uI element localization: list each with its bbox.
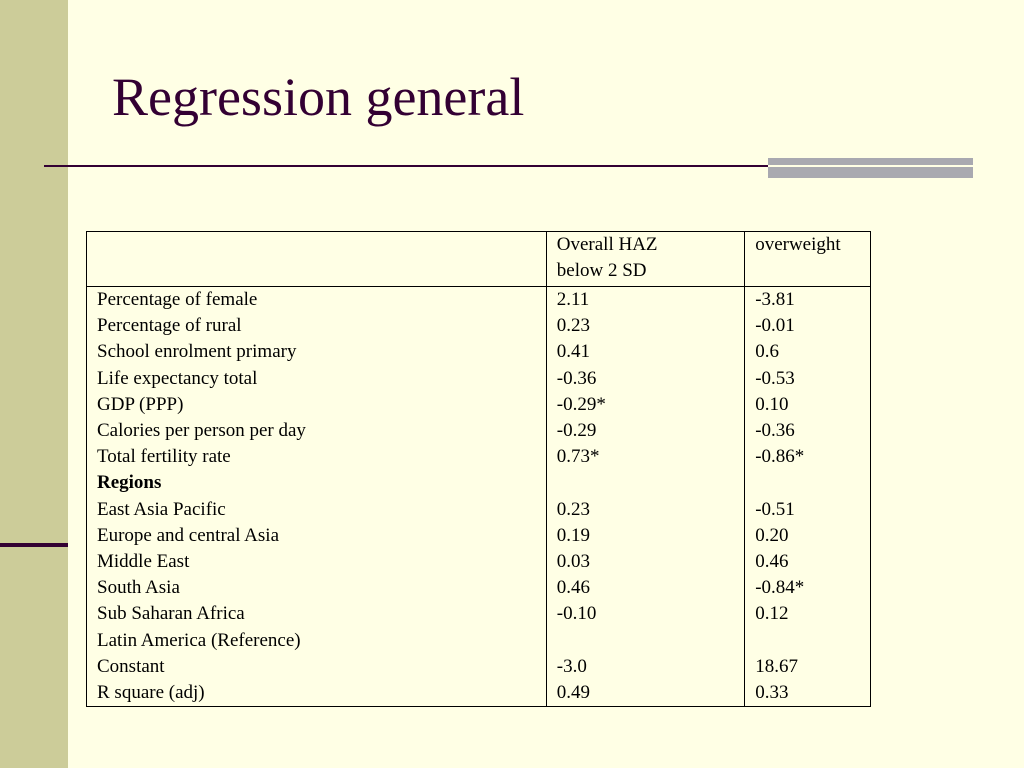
overweight-value: -0.84* bbox=[755, 577, 805, 599]
haz-value: 0.23 bbox=[556, 315, 591, 337]
row-label: Latin America (Reference) bbox=[97, 629, 301, 651]
overweight-value: -0.86* bbox=[755, 446, 805, 468]
row-label: Sub Saharan Africa bbox=[97, 603, 245, 625]
haz-value: 0.23 bbox=[556, 498, 591, 520]
header-overweight-label: overweight bbox=[755, 234, 841, 255]
overweight-value: 0.6 bbox=[755, 341, 779, 363]
row-label: Calories per person per day bbox=[97, 420, 306, 442]
row-label: Middle East bbox=[97, 551, 190, 573]
haz-column: 2.11 0.23 0.41 -0.36 -0.29* -0.29 0.73* … bbox=[545, 285, 746, 708]
overweight-value: -0.01 bbox=[755, 315, 795, 337]
haz-value: -0.36 bbox=[556, 367, 597, 389]
overweight-value bbox=[755, 628, 860, 654]
side-band bbox=[0, 0, 68, 768]
overweight-column: -3.81 -0.01 0.6 -0.53 0.10 -0.36 -0.86* … bbox=[744, 285, 871, 708]
overweight-value: 0.12 bbox=[755, 603, 789, 625]
haz-value: 0.46 bbox=[556, 577, 591, 599]
overweight-value: -0.51 bbox=[755, 498, 795, 520]
header-haz-line2: below 2 SD bbox=[556, 260, 647, 282]
header-haz-cell: Overall HAZ below 2 SD bbox=[545, 231, 746, 287]
haz-value: 0.03 bbox=[556, 551, 591, 573]
overweight-value: 0.20 bbox=[755, 524, 789, 546]
row-label: Life expectancy total bbox=[97, 367, 258, 389]
variable-column: Percentage of female Percentage of rural… bbox=[86, 285, 547, 708]
row-label: Total fertility rate bbox=[97, 446, 231, 468]
overweight-value bbox=[755, 470, 860, 496]
table-header-row: Overall HAZ below 2 SD overweight bbox=[86, 231, 871, 287]
table-body-row: Percentage of female Percentage of rural… bbox=[86, 285, 871, 708]
title-rule-accent bbox=[768, 158, 973, 178]
overweight-value: -3.81 bbox=[755, 289, 795, 310]
row-label: GDP (PPP) bbox=[97, 393, 184, 415]
row-label: Percentage of female bbox=[97, 289, 258, 310]
overweight-value: 0.46 bbox=[755, 551, 789, 573]
row-label: Europe and central Asia bbox=[97, 524, 280, 546]
regression-table: Overall HAZ below 2 SD overweight Percen… bbox=[86, 231, 871, 708]
side-accent-bar bbox=[0, 543, 68, 547]
row-label: Constant bbox=[97, 655, 165, 677]
overweight-value: 18.67 bbox=[755, 655, 798, 677]
haz-value: 0.41 bbox=[556, 341, 591, 363]
haz-value: -0.29 bbox=[556, 420, 597, 442]
haz-value: 0.73* bbox=[556, 446, 600, 468]
haz-value: -3.0 bbox=[556, 655, 587, 677]
haz-value bbox=[557, 628, 734, 654]
header-haz-line1: Overall HAZ bbox=[556, 234, 658, 255]
haz-value: -0.10 bbox=[556, 603, 597, 625]
haz-value: 2.11 bbox=[556, 289, 590, 310]
haz-value: 0.19 bbox=[556, 524, 591, 546]
row-label: School enrolment primary bbox=[97, 341, 297, 363]
slide-title: Regression general bbox=[112, 67, 525, 127]
regions-group-label: Regions bbox=[97, 472, 162, 494]
overweight-value: -0.53 bbox=[755, 367, 795, 389]
row-label: Percentage of rural bbox=[97, 315, 242, 337]
haz-value bbox=[557, 470, 734, 496]
header-variable-cell bbox=[86, 231, 547, 287]
row-label: R square (adj) bbox=[97, 682, 205, 704]
haz-value: -0.29* bbox=[556, 393, 606, 415]
header-overweight-cell: overweight bbox=[744, 231, 871, 287]
title-rule bbox=[44, 165, 973, 167]
overweight-value: 0.33 bbox=[755, 682, 789, 704]
overweight-value: 0.10 bbox=[755, 393, 789, 415]
haz-value: 0.49 bbox=[556, 682, 591, 704]
row-label: South Asia bbox=[97, 577, 180, 599]
row-label: East Asia Pacific bbox=[97, 498, 226, 520]
overweight-value: -0.36 bbox=[755, 420, 795, 442]
